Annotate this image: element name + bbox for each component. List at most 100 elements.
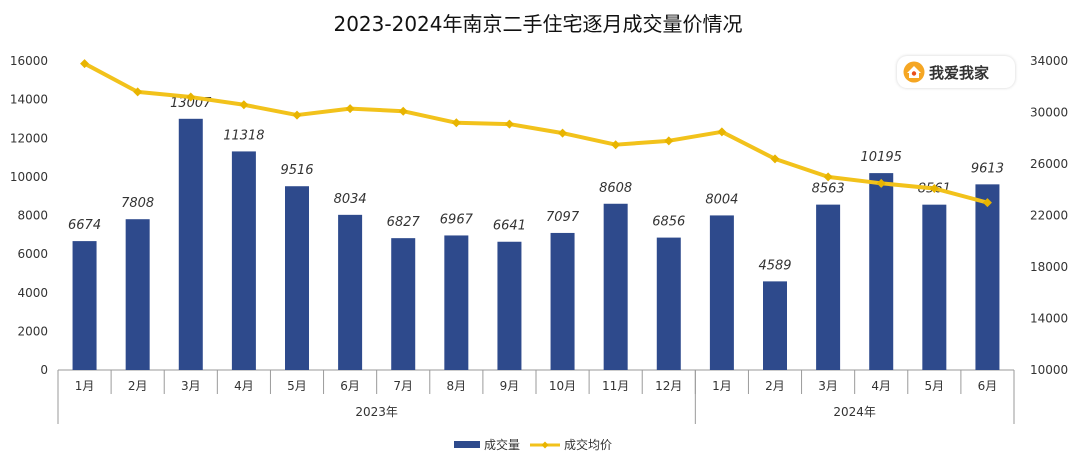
brand-logo-text: 我爱我家: [929, 63, 990, 82]
bar: [975, 184, 1000, 370]
legend-swatch-line: [530, 441, 561, 448]
price-point: [823, 172, 833, 182]
legend-item-price: 成交均价: [530, 436, 612, 453]
bar: [709, 215, 734, 370]
bar-value-label: 10195: [861, 150, 902, 165]
price-point: [80, 59, 90, 69]
bar-value-label: 9613: [971, 161, 1004, 176]
brand-logo: 我爱我家: [897, 56, 1015, 88]
price-point: [558, 128, 568, 138]
y-right-tick-label: 30000: [1030, 106, 1068, 120]
bar: [338, 214, 363, 370]
price-point: [982, 198, 992, 208]
x-tick-label: 3月: [181, 379, 201, 393]
legend-swatch-bar: [454, 441, 480, 448]
x-tick-label: 3月: [818, 379, 838, 393]
x-tick-label: 9月: [500, 379, 520, 393]
price-point: [292, 110, 302, 120]
y-left-tick-label: 2000: [17, 324, 48, 338]
bar-value-label: 9516: [280, 163, 313, 178]
bar-value-label: 8004: [705, 192, 738, 207]
bar-value-label: 11318: [223, 128, 264, 143]
y-right-tick-label: 34000: [1030, 54, 1068, 68]
legend-item-volume: 成交量: [454, 436, 520, 453]
x-tick-label: 4月: [234, 379, 254, 393]
x-tick-label: 2月: [128, 379, 148, 393]
bar-value-label: 6674: [68, 218, 101, 233]
bar-value-label: 6827: [387, 215, 421, 230]
y-left-tick-label: 16000: [10, 54, 48, 68]
x-tick-label: 6月: [978, 379, 998, 393]
y-left-tick-label: 8000: [17, 209, 48, 223]
x-tick-label: 1月: [75, 379, 95, 393]
y-left-tick-label: 0: [40, 363, 48, 377]
legend-label-volume: 成交量: [484, 438, 521, 452]
bar-value-label: 7097: [546, 210, 580, 225]
y-left-tick-label: 12000: [10, 131, 48, 145]
bar-value-label: 8608: [599, 181, 632, 196]
x-tick-label: 6月: [340, 379, 360, 393]
price-point: [929, 183, 939, 193]
x-tick-label: 2月: [765, 379, 785, 393]
house-logo-icon: [903, 61, 925, 83]
price-point: [611, 140, 621, 150]
bar: [603, 203, 628, 370]
bar: [178, 118, 203, 371]
bar: [231, 151, 256, 370]
bar-value-label: 7808: [121, 196, 154, 211]
bar: [285, 186, 309, 370]
bar: [550, 232, 575, 370]
legend-label-price: 成交均价: [564, 438, 613, 452]
bar: [391, 238, 416, 370]
chart-legend: 成交量 成交均价: [454, 436, 622, 453]
x-tick-label: 7月: [393, 379, 413, 393]
y-right-tick-label: 22000: [1030, 209, 1068, 223]
y-left-tick-label: 4000: [17, 286, 48, 300]
price-point: [451, 118, 461, 128]
y-right-tick-label: 18000: [1030, 260, 1068, 274]
bar: [497, 241, 522, 370]
chart-axes: 0 2000 4000 6000 8000 10000 12000 14000 16000 100…: [10, 54, 1068, 424]
price-point: [345, 104, 355, 114]
x-tick-label: 11月: [602, 379, 629, 393]
bar: [763, 281, 787, 370]
bar-value-label: 8034: [334, 192, 367, 207]
bar-value-label: 8563: [812, 182, 845, 197]
bar-series: [72, 118, 1000, 371]
x-tick-label: 10月: [549, 379, 576, 393]
price-point: [186, 92, 196, 102]
bar-value-label: 6856: [652, 215, 685, 230]
price-point: [133, 87, 143, 97]
x-tick-label: 12月: [655, 379, 682, 393]
x-tick-label: 8月: [447, 379, 467, 393]
x-tick-label: 5月: [287, 379, 307, 393]
x-tick-label: 1月: [712, 379, 732, 393]
x-group-label: 2023年: [355, 405, 398, 419]
bar: [816, 204, 841, 370]
y-right-tick-label: 10000: [1030, 363, 1068, 377]
y-right-tick-label: 14000: [1030, 312, 1068, 326]
bar-value-label: 6641: [493, 219, 526, 234]
price-point: [717, 127, 727, 137]
x-tick-label: 4月: [871, 379, 891, 393]
bar: [125, 219, 150, 370]
x-tick-label: 5月: [925, 379, 945, 393]
bar: [922, 204, 947, 370]
price-point: [770, 154, 780, 164]
price-line: [82, 61, 990, 205]
y-left-tick-label: 10000: [10, 170, 48, 184]
y-left-tick-label: 14000: [10, 93, 48, 107]
bar: [444, 235, 469, 370]
price-point: [398, 106, 408, 116]
bar-value-label: 4589: [758, 258, 791, 273]
price-point: [504, 119, 514, 129]
bar: [869, 173, 894, 370]
bar: [72, 241, 97, 370]
x-group-label: 2024年: [833, 405, 876, 419]
chart-title: 2023-2024年南京二手住宅逐月成交量价情况: [333, 12, 743, 36]
bar-value-label: 6967: [440, 212, 474, 227]
line-series: [80, 59, 992, 208]
y-right-tick-label: 26000: [1030, 157, 1068, 171]
